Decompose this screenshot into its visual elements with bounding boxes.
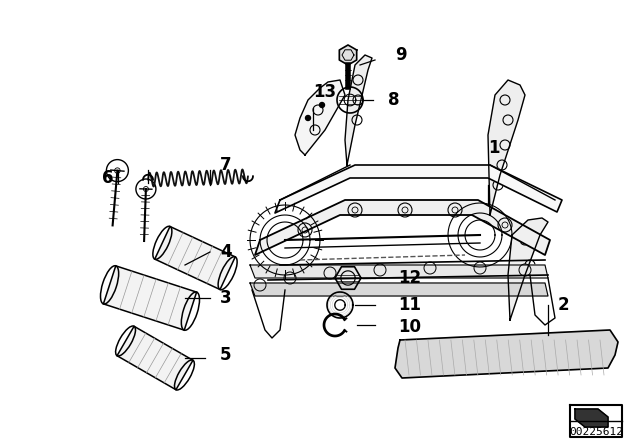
Text: 1: 1 — [488, 139, 499, 157]
Polygon shape — [155, 227, 236, 289]
Text: 4: 4 — [220, 243, 232, 261]
Circle shape — [305, 116, 310, 121]
Polygon shape — [575, 409, 608, 427]
Text: 10: 10 — [398, 318, 421, 336]
Text: 7: 7 — [220, 156, 232, 174]
Polygon shape — [295, 80, 345, 155]
Polygon shape — [345, 55, 372, 165]
Text: 3: 3 — [220, 289, 232, 307]
Text: 8: 8 — [388, 91, 399, 109]
Text: 9: 9 — [395, 46, 406, 64]
Polygon shape — [508, 218, 548, 320]
Polygon shape — [395, 330, 618, 378]
Text: 11: 11 — [398, 296, 421, 314]
Text: 5: 5 — [220, 346, 232, 364]
Polygon shape — [250, 283, 548, 296]
Polygon shape — [488, 80, 525, 215]
Polygon shape — [117, 326, 193, 390]
Text: 2: 2 — [558, 296, 570, 314]
Polygon shape — [339, 45, 356, 65]
Polygon shape — [255, 200, 550, 255]
Text: 12: 12 — [398, 269, 421, 287]
Polygon shape — [250, 265, 548, 278]
Polygon shape — [275, 165, 562, 213]
Text: 13: 13 — [313, 83, 336, 101]
Circle shape — [319, 103, 324, 108]
Polygon shape — [104, 266, 196, 330]
Text: 00225612: 00225612 — [569, 427, 623, 437]
Text: 6: 6 — [102, 169, 113, 187]
